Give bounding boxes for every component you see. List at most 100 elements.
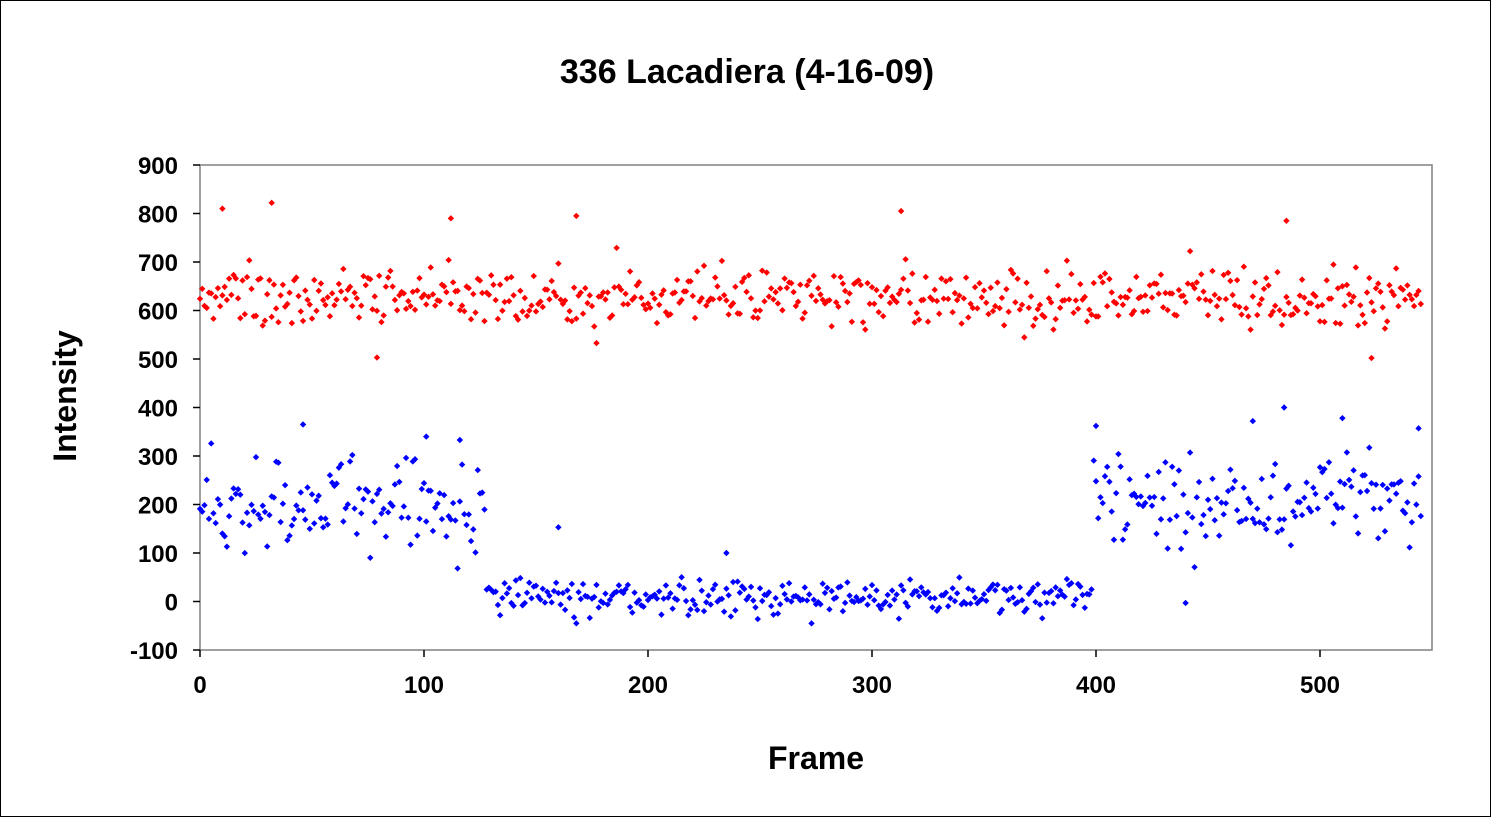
x-tick-label: 100	[404, 672, 444, 699]
data-point	[591, 593, 598, 601]
data-point	[1334, 504, 1342, 512]
data-point	[998, 294, 1006, 302]
data-point	[1321, 318, 1328, 326]
data-point	[1213, 303, 1221, 310]
data-point	[452, 517, 459, 524]
data-point	[828, 323, 835, 330]
data-point	[1160, 495, 1167, 502]
data-point	[402, 454, 410, 462]
data-point	[998, 606, 1006, 613]
data-point	[454, 287, 461, 295]
data-point	[496, 281, 504, 288]
plot-area	[199, 164, 1433, 651]
data-point	[835, 303, 842, 310]
data-point	[1280, 516, 1288, 523]
data-point	[1406, 544, 1413, 551]
data-point	[1063, 575, 1071, 583]
data-point	[824, 584, 831, 591]
data-point	[1124, 294, 1131, 301]
data-point	[1090, 457, 1097, 464]
data-point	[707, 601, 714, 608]
data-point	[602, 296, 609, 303]
data-point	[1086, 591, 1093, 598]
data-point	[1249, 515, 1256, 523]
data-point	[387, 267, 394, 275]
data-point	[1325, 459, 1333, 466]
data-point	[337, 288, 345, 295]
data-point	[732, 607, 739, 614]
data-point	[1027, 588, 1035, 595]
data-point	[1009, 270, 1017, 277]
data-point	[1025, 590, 1032, 598]
data-point	[526, 579, 533, 586]
data-point	[324, 294, 331, 301]
data-point	[803, 282, 811, 289]
data-point	[454, 565, 461, 572]
data-point	[904, 603, 912, 610]
data-point	[1119, 536, 1127, 543]
data-point	[882, 287, 889, 294]
data-point	[1375, 535, 1382, 542]
data-point	[1323, 494, 1330, 502]
data-point	[456, 306, 464, 314]
data-point	[575, 292, 582, 299]
data-point	[324, 521, 331, 528]
data-point	[886, 602, 894, 609]
data-point	[503, 590, 511, 597]
data-point	[1301, 494, 1308, 502]
data-point	[1023, 279, 1030, 287]
x-tick-label: 0	[193, 672, 206, 699]
data-point	[248, 501, 255, 509]
data-point	[205, 515, 213, 523]
data-point	[1083, 318, 1091, 325]
data-point	[694, 268, 701, 275]
data-point	[974, 600, 981, 607]
data-point	[996, 304, 1003, 312]
data-point	[662, 582, 670, 589]
data-point	[662, 308, 670, 316]
data-point	[893, 591, 900, 598]
data-point	[606, 314, 614, 321]
data-point	[1216, 532, 1223, 539]
data-point	[353, 295, 360, 302]
data-point	[1289, 508, 1297, 515]
data-point	[376, 272, 383, 279]
data-point	[976, 279, 983, 287]
data-point	[1162, 459, 1169, 466]
data-point	[1101, 270, 1109, 277]
data-point	[602, 590, 609, 597]
data-point	[752, 307, 759, 314]
data-point	[1366, 444, 1373, 451]
data-point	[1410, 480, 1418, 487]
data-point	[738, 278, 746, 286]
data-point	[1392, 490, 1400, 497]
data-point	[859, 319, 867, 326]
data-point	[552, 292, 560, 300]
data-point	[1258, 475, 1265, 483]
data-point	[958, 320, 965, 327]
data-point	[1285, 299, 1292, 306]
data-point	[918, 584, 925, 591]
data-point	[772, 594, 779, 602]
data-point	[1193, 279, 1200, 286]
y-axis-title: Intensity	[47, 330, 83, 462]
data-point	[743, 596, 750, 603]
data-point	[279, 281, 287, 288]
data-point	[756, 585, 764, 592]
data-point	[779, 582, 786, 590]
data-point	[445, 256, 452, 264]
data-point	[1157, 271, 1165, 278]
data-point	[555, 260, 562, 267]
data-point	[673, 596, 681, 604]
data-point	[723, 585, 730, 592]
data-point	[1032, 598, 1039, 606]
data-point	[539, 303, 546, 311]
data-point	[1077, 280, 1084, 288]
data-point	[1377, 505, 1384, 512]
data-point	[382, 283, 390, 290]
data-point	[1191, 285, 1198, 292]
data-point	[237, 491, 244, 498]
data-point	[239, 277, 246, 284]
data-point	[378, 510, 385, 517]
data-point	[277, 518, 284, 526]
